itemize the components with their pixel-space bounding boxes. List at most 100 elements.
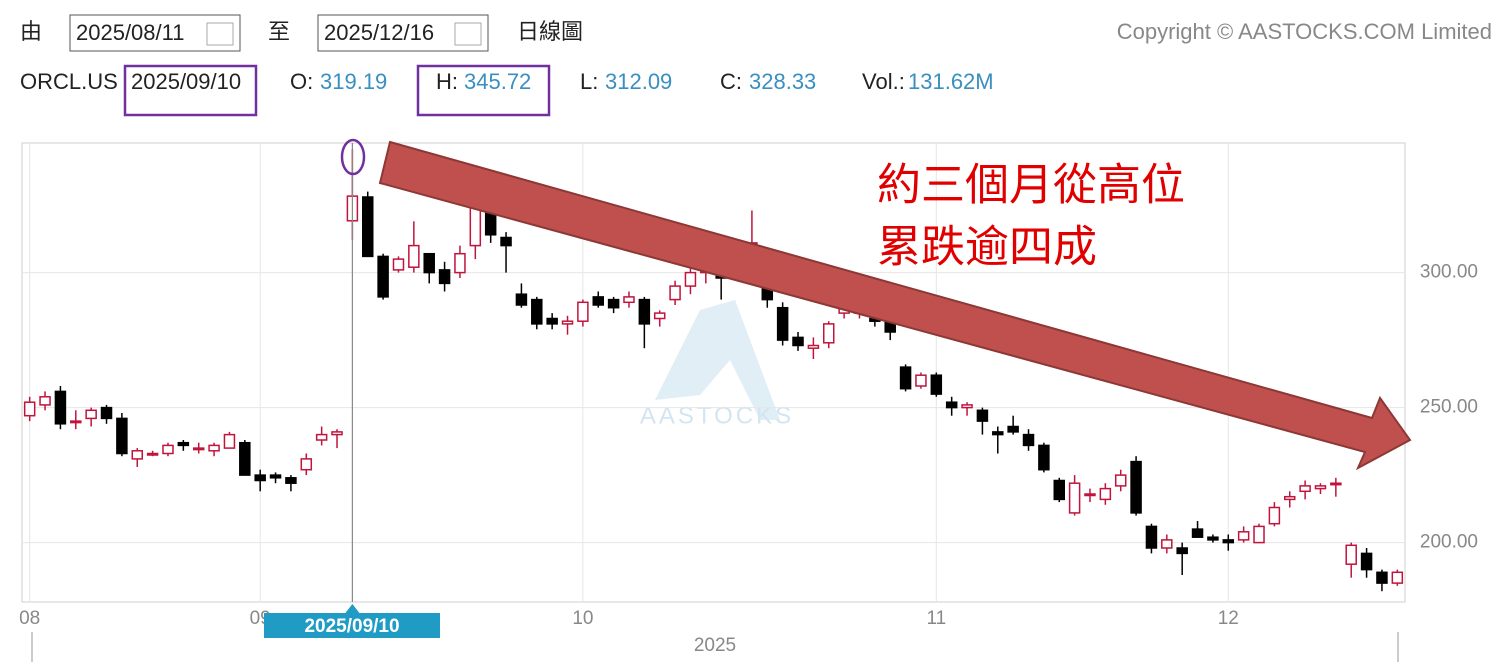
low-value: 312.09	[605, 69, 672, 94]
candle-body	[1222, 539, 1235, 544]
candle-body	[131, 450, 143, 460]
candle-body	[899, 366, 912, 390]
watermark: AASTOCKS	[640, 300, 794, 429]
candle-body	[1253, 525, 1265, 544]
candle-body	[561, 320, 574, 325]
candle-body	[638, 298, 651, 325]
candle-body	[146, 452, 159, 456]
candle-body	[1068, 482, 1081, 514]
candle-body	[1284, 495, 1296, 501]
crosshair-box	[264, 613, 440, 638]
from-label: 由	[20, 19, 42, 44]
low-label: L:	[580, 69, 598, 94]
candle-body	[1145, 525, 1158, 549]
candle-body	[1345, 544, 1357, 565]
candle-body	[285, 477, 297, 484]
candle-body	[177, 441, 190, 447]
candle-body	[623, 296, 635, 304]
candle-body	[807, 344, 820, 349]
candle-body	[1191, 528, 1204, 538]
candle-body	[1161, 539, 1173, 549]
candle-body	[269, 474, 282, 479]
x-tick-label: 12	[1218, 608, 1239, 629]
close-label: C:	[720, 69, 742, 94]
candle-body	[945, 401, 958, 409]
candle-body	[1268, 506, 1281, 525]
candle-body	[1330, 482, 1342, 486]
candle-body	[454, 252, 466, 274]
candle-body	[577, 301, 589, 322]
calendar-icon[interactable]	[206, 22, 234, 46]
to-date[interactable]: 2025/12/16	[324, 20, 434, 45]
candle-body	[1022, 433, 1035, 447]
x-tick-label: 11	[926, 608, 946, 629]
candle-body	[792, 336, 804, 347]
candle-body	[300, 458, 313, 471]
candle-body	[531, 298, 543, 325]
y-tick-label: 200.00	[1420, 532, 1478, 553]
x-tick-label: 08	[19, 608, 40, 629]
candle-body	[1053, 479, 1065, 501]
highlight-box	[416, 64, 551, 117]
chart-kind[interactable]: 日線圖	[517, 19, 583, 44]
candle-body	[1237, 531, 1250, 541]
volume-value: 131.62M	[908, 69, 994, 94]
candle-body	[23, 401, 36, 417]
watermark-text: AASTOCKS	[640, 402, 794, 429]
candle-body	[776, 306, 789, 341]
y-tick-label: 250.00	[1420, 397, 1478, 418]
candle-body	[315, 433, 328, 441]
candle-body	[669, 285, 681, 301]
candle-body	[392, 258, 405, 271]
candle-body	[208, 444, 220, 452]
candle-body	[515, 293, 528, 306]
candle-body	[1099, 487, 1112, 501]
calendar-icon[interactable]	[454, 22, 482, 46]
from-date[interactable]: 2025/08/11	[76, 20, 184, 45]
candle-body	[116, 417, 128, 455]
candle-body	[961, 404, 973, 409]
x-axis-label: 2025	[694, 635, 736, 656]
open-label: O:	[290, 69, 313, 94]
info-date: 2025/09/10	[131, 69, 241, 94]
candle-body	[1299, 485, 1311, 493]
highlight-box	[123, 64, 258, 117]
crosshair-label: 2025/09/10	[304, 616, 399, 637]
candle-body	[192, 447, 205, 451]
annotation: 約三個月從高位	[877, 161, 1185, 210]
open-value: 319.19	[320, 69, 387, 94]
candle-body	[592, 296, 604, 306]
candle-body	[1360, 552, 1373, 571]
candle-body	[362, 196, 374, 258]
candle-body	[1114, 474, 1127, 487]
candle-body	[377, 255, 389, 298]
candle-body	[653, 312, 666, 320]
candle-body	[930, 374, 943, 395]
y-tick-label: 300.00	[1420, 262, 1478, 283]
candle-body	[331, 431, 343, 436]
candle-body	[438, 269, 451, 285]
candle-body	[607, 298, 620, 309]
candle-body	[1038, 444, 1050, 471]
candle-body	[1007, 425, 1019, 433]
candle-body	[162, 444, 174, 455]
watermark-logo	[655, 300, 780, 420]
candle-body	[1314, 485, 1327, 490]
candle-body	[684, 271, 697, 287]
to-label: 至	[268, 19, 290, 44]
crosshair-pointer	[345, 604, 360, 613]
candle-body	[70, 420, 82, 424]
candle-body	[1376, 571, 1388, 584]
symbol: ORCL.US	[20, 69, 118, 94]
candle-body	[100, 406, 113, 420]
candle-body	[423, 252, 435, 274]
close-value: 328.33	[749, 69, 816, 94]
candle-body	[1084, 493, 1096, 497]
candle-body	[500, 236, 512, 247]
candle-body	[1176, 547, 1188, 555]
candle-body	[223, 433, 236, 449]
candle-body	[54, 390, 67, 425]
candle-body	[408, 244, 420, 268]
candle-body	[976, 409, 989, 422]
